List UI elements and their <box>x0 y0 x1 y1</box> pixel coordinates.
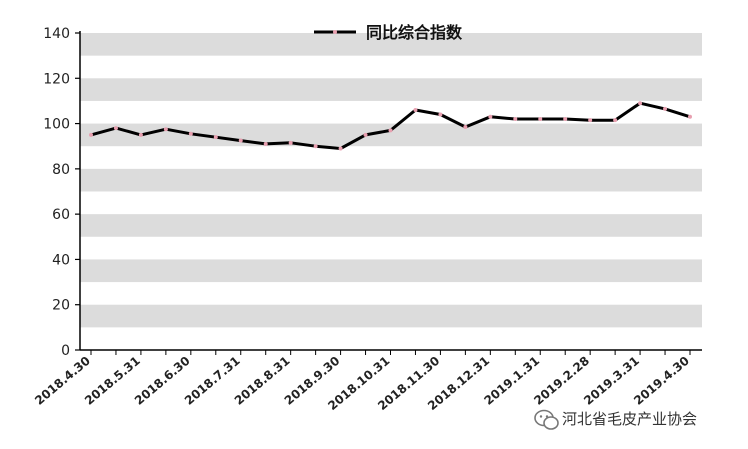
data-point <box>663 106 668 111</box>
data-point <box>588 118 593 123</box>
watermark-text: 河北省毛皮产业协会 <box>562 410 697 428</box>
data-point <box>363 132 368 137</box>
watermark: 河北省毛皮产业协会 <box>534 409 697 430</box>
y-tick-label: 20 <box>52 298 70 314</box>
data-point <box>238 138 243 143</box>
data-point <box>313 144 318 149</box>
data-point <box>538 117 543 122</box>
y-tick-label: 100 <box>43 117 70 133</box>
y-tick-label: 60 <box>52 207 70 223</box>
y-tick-label: 80 <box>52 162 70 178</box>
data-point <box>688 114 692 119</box>
data-point <box>488 114 493 119</box>
x-tick-label: 2019.4.30 <box>631 354 692 408</box>
grid-band <box>80 78 702 101</box>
data-point <box>438 112 443 117</box>
grid-band <box>80 123 702 147</box>
grid-band <box>80 304 702 328</box>
data-point <box>138 132 143 137</box>
data-point <box>288 140 293 145</box>
data-point <box>638 101 643 106</box>
data-point <box>338 146 343 151</box>
y-axis-ticks: 0 20 40 60 80 100 120 140 <box>43 26 80 359</box>
y-tick-label: 40 <box>52 252 70 268</box>
data-point <box>563 117 568 122</box>
legend: 同比综合指数 <box>314 23 463 42</box>
x-axis-ticks: 2018.4.302018.5.312018.6.302018.7.312018… <box>32 350 692 413</box>
grid-band <box>80 259 702 283</box>
data-point <box>263 141 268 146</box>
grid-band <box>80 168 702 192</box>
y-tick-label: 140 <box>43 26 70 42</box>
grid-band <box>80 33 702 56</box>
y-tick-label: 120 <box>43 71 70 87</box>
series-points <box>89 101 692 151</box>
background-bands <box>80 33 702 328</box>
data-point <box>388 128 393 133</box>
legend-label: 同比综合指数 <box>366 23 463 42</box>
grid-band <box>80 214 702 237</box>
data-point <box>413 107 418 112</box>
legend-marker-swatch <box>333 30 337 34</box>
data-point <box>513 117 518 122</box>
data-point <box>113 126 118 131</box>
y-tick-label: 0 <box>61 343 70 359</box>
wechat-icon <box>534 409 559 430</box>
data-point <box>463 124 468 129</box>
data-point <box>163 127 168 132</box>
data-point <box>89 132 93 137</box>
data-point <box>188 131 193 136</box>
data-point <box>213 135 218 140</box>
data-point <box>613 118 618 123</box>
